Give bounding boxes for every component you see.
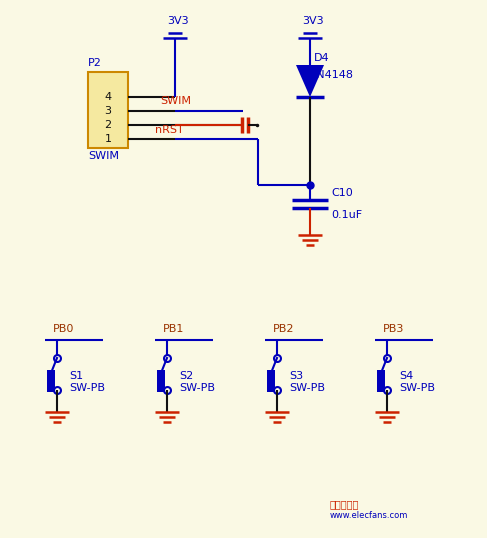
Text: PB1: PB1 — [163, 324, 185, 334]
Text: P2: P2 — [88, 58, 102, 68]
Text: PB3: PB3 — [383, 324, 404, 334]
Text: 4: 4 — [104, 92, 112, 102]
Text: SW-PB: SW-PB — [399, 383, 435, 393]
Text: S4: S4 — [399, 371, 413, 381]
Text: S3: S3 — [289, 371, 303, 381]
Polygon shape — [296, 65, 324, 97]
Bar — [267, 370, 275, 392]
Text: SWIM: SWIM — [160, 96, 191, 106]
Bar — [88, 72, 128, 148]
Bar — [157, 370, 165, 392]
Text: 3V3: 3V3 — [302, 16, 324, 26]
Text: SW-PB: SW-PB — [69, 383, 105, 393]
Text: 3V3: 3V3 — [167, 16, 188, 26]
Text: 0.1uF: 0.1uF — [331, 210, 362, 220]
Text: PB0: PB0 — [53, 324, 75, 334]
Text: D4: D4 — [314, 53, 330, 63]
Text: www.elecfans.com: www.elecfans.com — [330, 512, 409, 520]
Text: PB2: PB2 — [273, 324, 295, 334]
Bar — [47, 370, 55, 392]
Text: C10: C10 — [331, 188, 353, 198]
Text: IN4148: IN4148 — [314, 70, 354, 80]
Text: nRST: nRST — [155, 125, 184, 135]
Bar — [377, 370, 385, 392]
Text: S1: S1 — [69, 371, 83, 381]
Text: 电子发烧友: 电子发烧友 — [330, 499, 359, 509]
Text: SW-PB: SW-PB — [179, 383, 215, 393]
Text: S2: S2 — [179, 371, 193, 381]
Text: SWIM: SWIM — [88, 151, 119, 161]
Text: 2: 2 — [104, 120, 112, 130]
Text: SW-PB: SW-PB — [289, 383, 325, 393]
Text: 1: 1 — [105, 134, 112, 144]
Text: 3: 3 — [105, 106, 112, 116]
